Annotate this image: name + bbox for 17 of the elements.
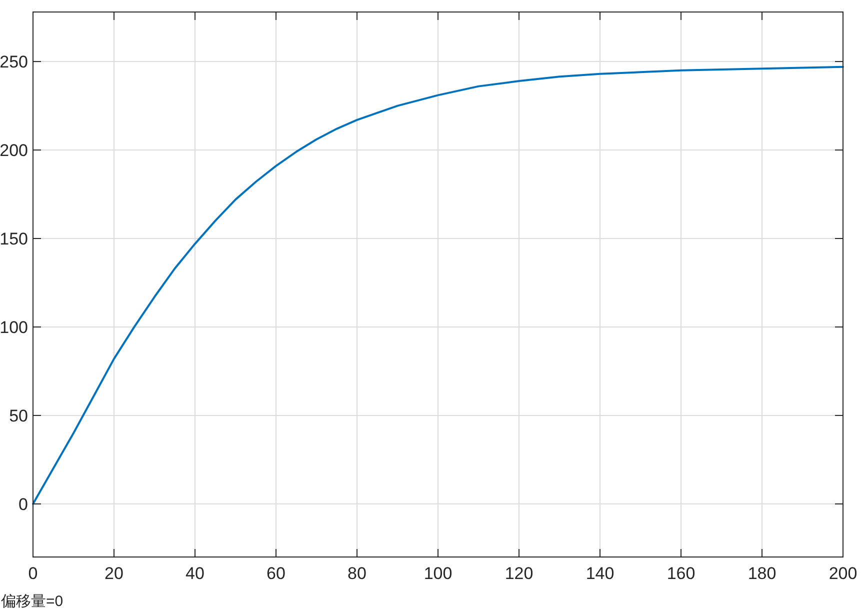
y-tick-label: 250 [0,52,28,72]
x-tick-label: 120 [504,564,534,583]
y-tick-label: 150 [0,229,28,248]
x-tick-label: 180 [748,564,776,583]
y-tick-label: 100 [0,318,28,337]
x-tick-label: 200 [828,564,858,583]
text: 偏移量=0 [1,593,64,610]
y-tick-label: 200 [0,141,28,160]
x-tick-label: 60 [266,564,286,583]
x-tick-label: 80 [348,564,366,583]
x-tick-label: 100 [424,564,452,583]
y-tick-label: 50 [9,406,28,426]
x-tick-label: 140 [586,564,614,583]
x-tick-label: 20 [104,564,124,583]
x-tick-label: 160 [666,564,696,583]
y-tick-label: 0 [18,494,28,514]
x-tick-label: 40 [186,564,204,583]
